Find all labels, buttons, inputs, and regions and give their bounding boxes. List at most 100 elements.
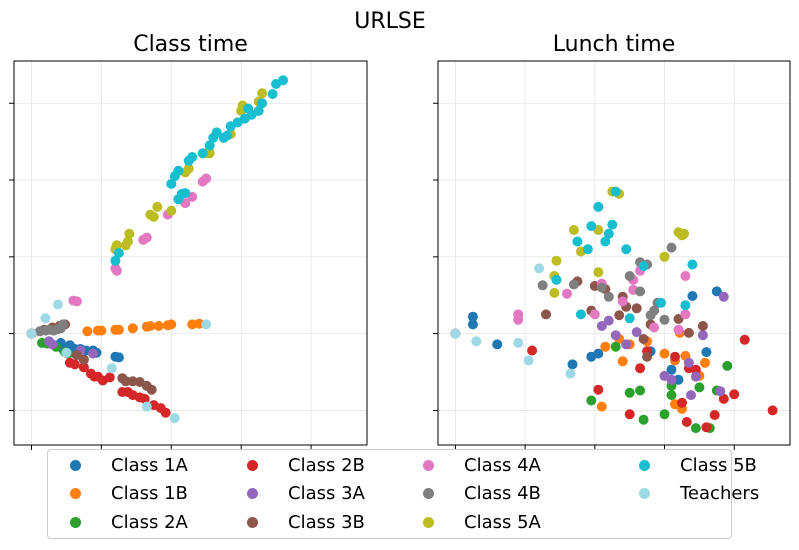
point-class-3b: [614, 310, 625, 321]
point-class-4a: [201, 173, 212, 184]
point-class-3b: [78, 354, 89, 365]
point-class-1a: [687, 291, 698, 301]
point-class-2b: [709, 410, 720, 420]
point-class-2b: [160, 407, 171, 418]
point-class-1b: [596, 401, 607, 412]
point-class-4a: [111, 265, 122, 276]
point-class-1b: [127, 323, 138, 334]
point-teachers: [450, 328, 461, 339]
point-teachers: [26, 328, 37, 339]
legend-marker: [247, 487, 258, 499]
point-class-4b: [624, 271, 635, 281]
point-class-2a: [610, 341, 621, 352]
point-class-3b: [683, 327, 694, 338]
legend-marker: [639, 487, 650, 499]
point-class-4a: [141, 232, 152, 243]
legend-item: Class 4B: [423, 481, 541, 505]
point-teachers: [40, 313, 51, 324]
point-teachers: [565, 368, 576, 379]
figure-title: URLSE: [354, 9, 426, 34]
point-class-1b: [113, 324, 124, 335]
point-class-5b: [638, 261, 649, 272]
point-class-5a: [551, 255, 562, 266]
point-class-5b: [257, 98, 268, 109]
point-class-5b: [113, 248, 124, 258]
point-class-5b: [572, 236, 583, 247]
point-class-5b: [166, 178, 177, 189]
point-teachers: [471, 336, 482, 347]
point-class-3b: [638, 334, 649, 344]
point-class-1a: [666, 364, 677, 375]
point-class-5b: [610, 186, 621, 197]
point-class-2a: [666, 390, 677, 401]
point-class-5a: [549, 287, 560, 298]
point-class-5b: [586, 221, 597, 232]
point-class-5b: [621, 244, 632, 255]
point-class-4b: [537, 280, 548, 291]
point-class-4b: [48, 325, 59, 336]
point-class-2b: [729, 389, 740, 400]
legend-label: Class 4A: [464, 454, 541, 476]
point-class-5b: [575, 309, 586, 320]
legend-item: Class 2B: [247, 453, 365, 477]
point-class-2b: [593, 384, 604, 395]
point-class-3a: [631, 327, 642, 338]
point-class-4a: [649, 322, 660, 333]
point-class-2b: [78, 362, 89, 373]
point-class-2b: [767, 405, 778, 416]
legend-item: Class 3B: [247, 510, 365, 534]
point-teachers: [534, 263, 545, 274]
point-teachers: [523, 355, 534, 366]
point-class-3a: [610, 330, 621, 341]
class-time-panel: Class time: [9, 32, 368, 450]
point-class-5a: [183, 163, 194, 174]
point-class-3b: [120, 376, 131, 387]
legend-item: Teachers: [639, 481, 759, 505]
point-class-1a: [711, 286, 722, 297]
point-class-5b: [187, 152, 198, 162]
point-class-5b: [204, 140, 215, 151]
point-class-1b: [600, 341, 611, 352]
point-teachers: [513, 337, 524, 348]
point-class-1a: [467, 311, 478, 322]
point-class-2a: [694, 382, 705, 393]
point-class-5a: [152, 201, 163, 212]
point-class-5b: [607, 219, 618, 230]
point-class-5b: [582, 244, 593, 255]
point-class-4a: [673, 324, 684, 335]
point-class-3b: [642, 351, 653, 362]
point-class-2b: [670, 351, 680, 362]
point-class-2b: [527, 345, 538, 356]
point-teachers: [61, 347, 72, 358]
point-class-2a: [638, 414, 649, 425]
point-class-5a: [111, 240, 122, 251]
point-class-4a: [680, 271, 691, 281]
legend-label: Class 2B: [288, 454, 365, 476]
point-class-5a: [659, 251, 670, 262]
legend-label: Class 3B: [288, 511, 365, 533]
point-class-5a: [148, 211, 159, 222]
point-class-3b: [146, 384, 157, 395]
point-class-2b: [624, 409, 635, 420]
point-class-4b: [603, 291, 614, 302]
point-class-5b: [656, 297, 666, 308]
point-class-4b: [568, 279, 579, 290]
point-class-5a: [257, 88, 268, 99]
legend: Class 1A Class 1B Class 2A Class 2B Class 3A…: [47, 449, 759, 539]
point-class-2b: [718, 393, 729, 404]
point-class-5a: [122, 236, 133, 247]
point-class-3a: [697, 330, 708, 341]
point-class-3a: [88, 348, 98, 359]
point-class-5b: [222, 130, 233, 141]
point-class-1b: [166, 319, 177, 330]
point-class-1b: [153, 321, 164, 331]
point-class-4b: [57, 319, 68, 330]
panel-title: Lunch time: [553, 32, 676, 57]
point-class-5b: [551, 274, 562, 285]
legend-marker: [70, 516, 81, 528]
legend-label: Teachers: [680, 482, 760, 504]
point-class-2b: [739, 334, 750, 345]
legend-item: Class 5B: [639, 453, 757, 477]
legend-label: Class 4B: [464, 482, 541, 504]
lunch-time-panel: Lunch time: [433, 32, 791, 450]
